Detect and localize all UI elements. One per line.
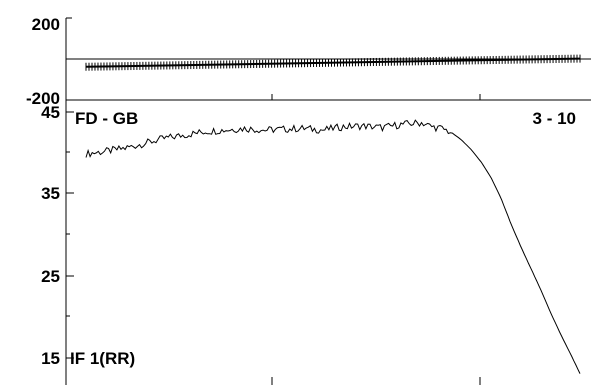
phase-panel: 200 -200 — [26, 15, 591, 108]
chart-title: FD - GB — [75, 109, 138, 128]
amp-ytick-label-45: 45 — [41, 103, 60, 122]
amp-ytick-label-25: 25 — [41, 267, 60, 286]
phase-ytick-top: 200 — [32, 15, 60, 34]
phase-ytick-bottom: -200 — [26, 89, 60, 108]
amplitude-panel: 45 35 25 15 FD - GB 3 - 10 IF 1(RR) — [41, 100, 581, 385]
phase-trace-baseline — [85, 57, 581, 68]
annotation-left: IF 1(RR) — [70, 349, 135, 368]
amplitude-series-line — [85, 119, 581, 374]
phase-hatched-trace — [85, 54, 581, 71]
amp-ytick-label-35: 35 — [41, 184, 60, 203]
amp-ytick-label-15: 15 — [41, 349, 60, 368]
annotation-right: 3 - 10 — [533, 109, 576, 128]
